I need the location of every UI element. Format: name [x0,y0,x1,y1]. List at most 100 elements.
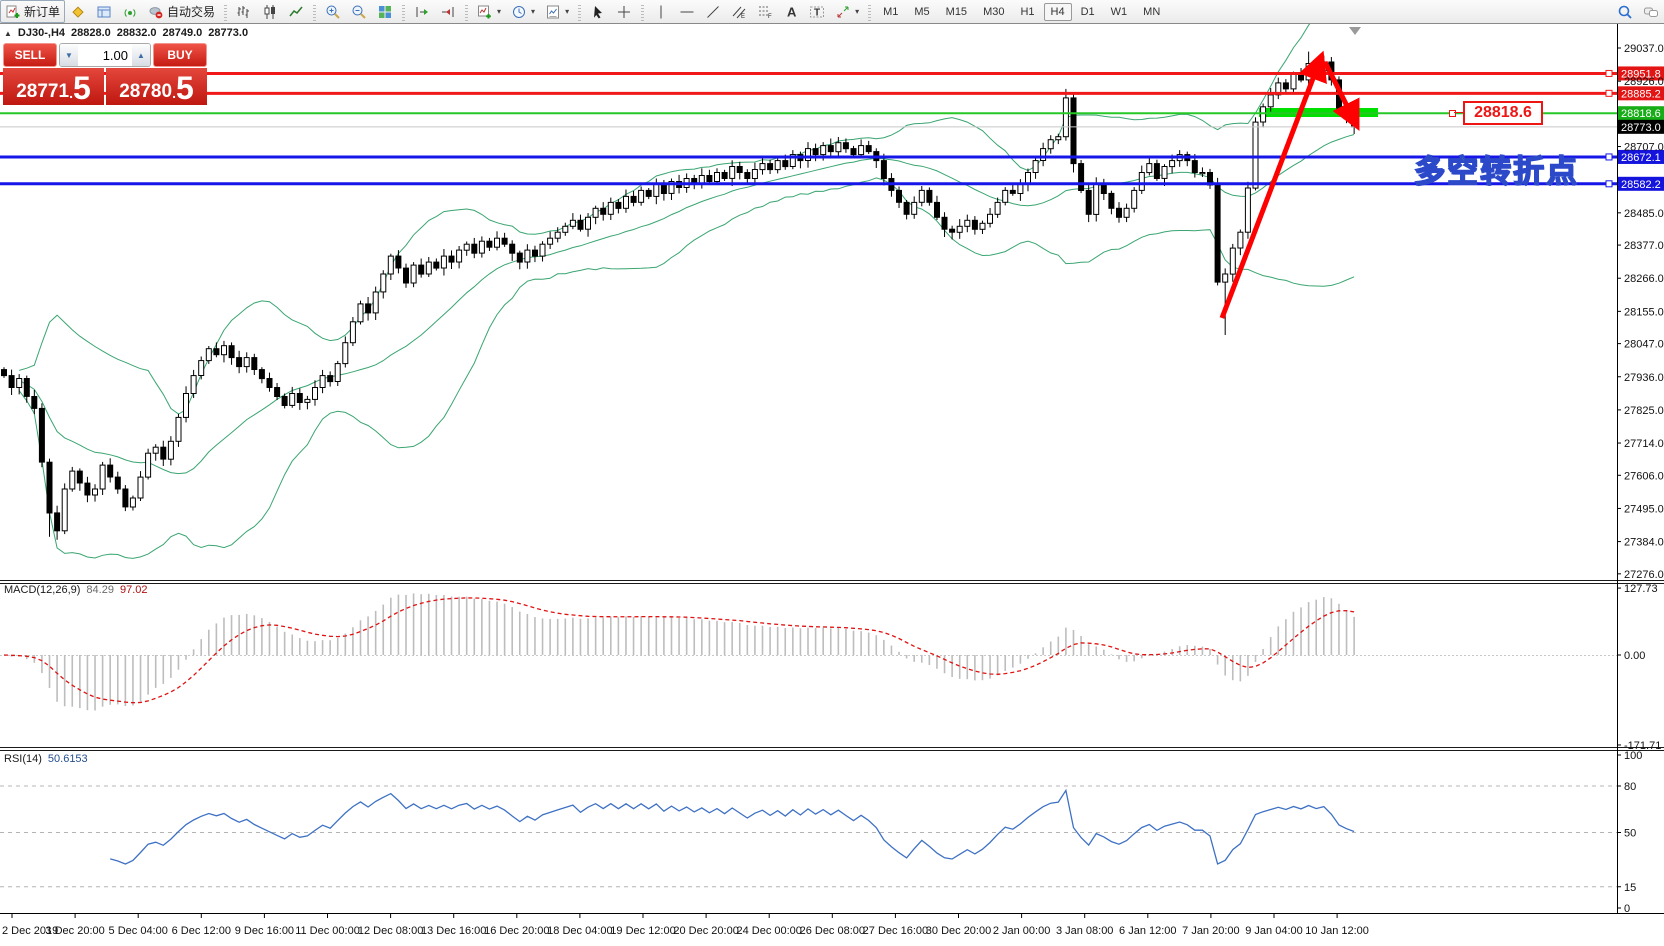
bar-chart-button[interactable] [231,0,257,23]
autotrading-button[interactable]: 自动交易 [143,0,220,23]
macd-pane-label: MACD(12,26,9) 84.29 97.02 [4,584,147,596]
volume-decrease-icon[interactable]: ▼ [60,44,78,66]
channel-button[interactable]: E [726,0,752,23]
trend-arrow-down[interactable] [1322,60,1360,131]
vline-button[interactable] [648,0,674,23]
zoom-in-button[interactable] [320,0,346,23]
timeframe-m1-button[interactable]: M1 [883,5,899,18]
line-chart-button[interactable] [283,0,309,23]
price-callout-label[interactable]: 28818.6 [1463,101,1543,125]
price-tick-label: 28707.0 [1624,142,1664,154]
buy-price-dot: . [172,85,176,101]
zoom-out-button[interactable] [346,0,372,23]
trendline-button[interactable] [700,0,726,23]
tile-windows-button[interactable] [372,0,398,23]
candle-bullish [304,398,311,403]
candle-bullish [1169,160,1176,168]
market-watch-button[interactable] [91,0,117,23]
candle-bearish [1,369,7,377]
candle-bearish [926,189,933,203]
candle-chart-icon [262,4,278,20]
price-tag-28885.2: 28885.2 [1621,88,1661,100]
candle-bullish [524,249,531,263]
candle-bullish [190,375,197,395]
candle-bearish [767,163,774,171]
candle-bullish [425,261,432,275]
candle-bullish [759,163,766,171]
sell-price-panel[interactable]: 28771. 5 [3,68,104,105]
candle-bullish [1040,148,1047,162]
hline-button[interactable] [674,0,700,23]
crosshair-button[interactable] [611,0,637,23]
candle-bullish [440,255,447,269]
volume-increase-icon[interactable]: ▲ [132,44,150,66]
candle-chart-button[interactable] [257,0,283,23]
candle-bearish [516,252,523,263]
new-order-button[interactable]: 新订单 [0,0,66,23]
candle-bullish [1199,172,1206,175]
arrows-button[interactable]: ▾ [830,0,864,23]
auto-scroll-button[interactable] [435,0,461,23]
candle-bearish [934,201,940,218]
buy-button[interactable]: BUY [153,43,207,67]
candle-bullish [1229,247,1236,275]
timeframe-w1-button[interactable]: W1 [1110,5,1128,18]
timeframe-m30-button[interactable]: M30 [983,5,1005,18]
signals-button[interactable] [117,0,143,23]
hline-handle-icon[interactable] [1605,153,1613,161]
candle-bearish [403,267,409,284]
collapse-arrow-icon[interactable]: ▲ [4,28,12,38]
bollinger-middle-band [18,134,1355,475]
timeframe-d1-button[interactable]: D1 [1080,5,1095,18]
candle-bearish [266,378,273,388]
price-tick-label: 28266.0 [1624,273,1664,285]
chat-button[interactable] [1638,0,1664,23]
periods-button[interactable]: ▾ [506,0,540,23]
quotes-button[interactable] [65,0,91,23]
timeframe-h1-button[interactable]: H1 [1020,5,1035,18]
pivot-annotation-text[interactable]: 多空转折点 [1413,153,1579,189]
svg-text:F: F [768,14,772,20]
dropdown-caret-icon[interactable]: ▾ [855,7,860,16]
price-tag-bg [1618,119,1664,134]
sell-button[interactable]: SELL [3,43,57,67]
bar-chart-icon [236,4,252,20]
candle-bullish [198,360,205,377]
candle-bearish [471,243,478,254]
cursor-button[interactable] [585,0,611,23]
indicators-icon [477,4,493,20]
timeframe-m15-button[interactable]: M15 [945,5,968,18]
chart-shift-marker-icon[interactable] [1349,27,1361,35]
templates-button[interactable]: ▾ [540,0,574,23]
text-button[interactable]: A [778,0,804,23]
toolbar-separator [222,2,230,21]
candle-bearish [274,387,281,397]
volume-input[interactable] [78,44,132,66]
timeframe-mn-button[interactable]: MN [1143,5,1161,18]
dropdown-caret-icon[interactable]: ▾ [497,7,502,16]
candle-bullish [221,345,227,356]
ohlc-low: 28749.0 [162,27,203,39]
candle-bullish [243,357,250,368]
candle-bearish [1282,82,1289,90]
hline-handle-icon[interactable] [1605,69,1613,77]
candle-bullish [372,291,379,314]
dropdown-caret-icon[interactable]: ▾ [565,7,570,16]
hline-handle-icon[interactable] [1605,180,1613,188]
trend-arrow-up[interactable] [1219,50,1327,319]
dropdown-caret-icon[interactable]: ▾ [531,7,536,16]
search-button[interactable] [1612,0,1638,23]
candle-bearish [880,160,887,180]
indicators-button[interactable]: ▾ [472,0,506,23]
toolbar-separator [576,2,584,21]
hline-handle-icon[interactable] [1605,89,1613,97]
timeframe-m5-button[interactable]: M5 [914,5,930,18]
fibonacci-button[interactable]: F [752,0,778,23]
price-tick-label: 28047.0 [1624,339,1664,351]
chart-shift-button[interactable] [409,0,435,23]
text-label-button[interactable]: T [804,0,830,23]
price-tag-28582.2: 28582.2 [1621,179,1661,191]
buy-price-panel[interactable]: 28780. 5 [106,68,207,105]
timeframe-h4-button[interactable]: H4 [1043,2,1072,21]
candle-bearish [448,255,455,263]
